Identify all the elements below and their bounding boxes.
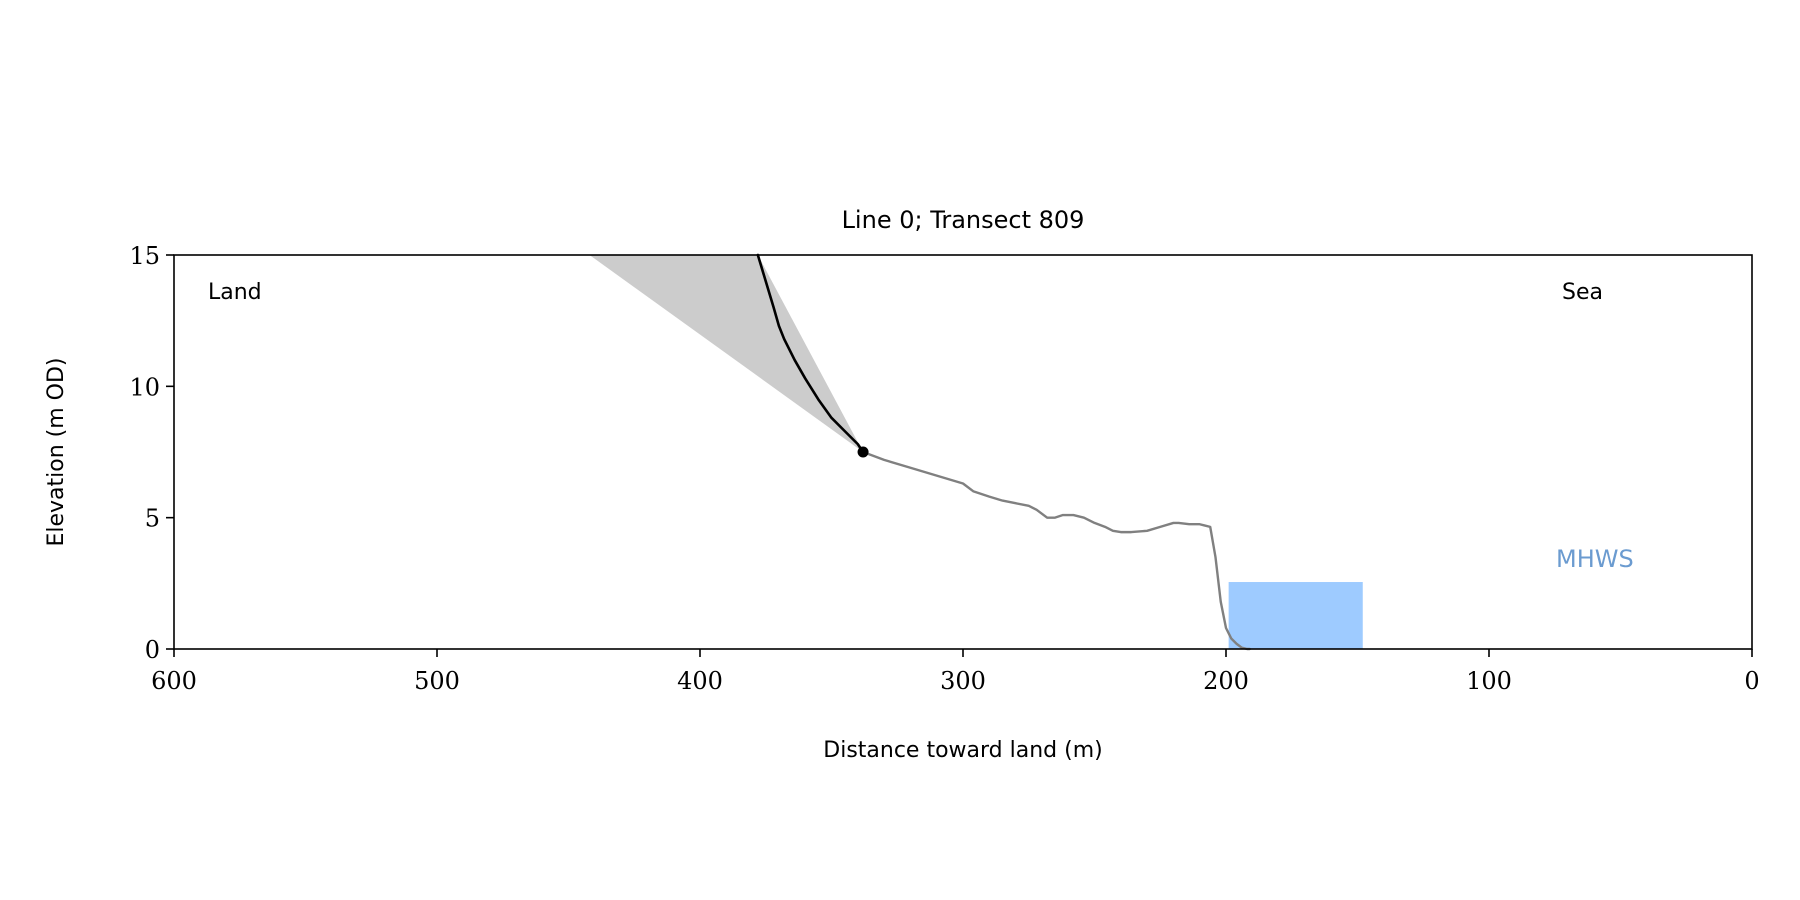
- x-tick-label: 300: [940, 667, 986, 695]
- profile-line: [861, 450, 1251, 651]
- x-tick-label: 500: [414, 667, 460, 695]
- cliff-toe-point: [857, 446, 869, 458]
- y-tick-label: 0: [145, 636, 160, 664]
- plot-area: [589, 253, 1363, 651]
- chart-title: Line 0; Transect 809: [842, 206, 1085, 234]
- y-tick-label: 5: [145, 505, 160, 533]
- y-tick-label: 10: [129, 373, 160, 401]
- y-axis-label: Elevation (m OD): [44, 357, 69, 546]
- mhws-band: [1228, 582, 1363, 649]
- x-axis-label: Distance toward land (m): [823, 738, 1102, 763]
- x-tick-label: 600: [151, 667, 197, 695]
- x-tick-label: 0: [1744, 667, 1759, 695]
- x-tick-label: 400: [677, 667, 723, 695]
- x-tick-label: 100: [1466, 667, 1512, 695]
- axes: 600 500 400 300 200 100 0 0 5 10 15: [129, 242, 1759, 695]
- land-annotation: Land: [208, 280, 262, 305]
- y-tick-label: 15: [129, 242, 160, 270]
- x-tick-label: 200: [1203, 667, 1249, 695]
- mhws-annotation: MHWS: [1556, 545, 1634, 573]
- cliff-line: [756, 253, 865, 454]
- sea-annotation: Sea: [1562, 280, 1603, 305]
- cliff-shaded-region: [589, 255, 864, 452]
